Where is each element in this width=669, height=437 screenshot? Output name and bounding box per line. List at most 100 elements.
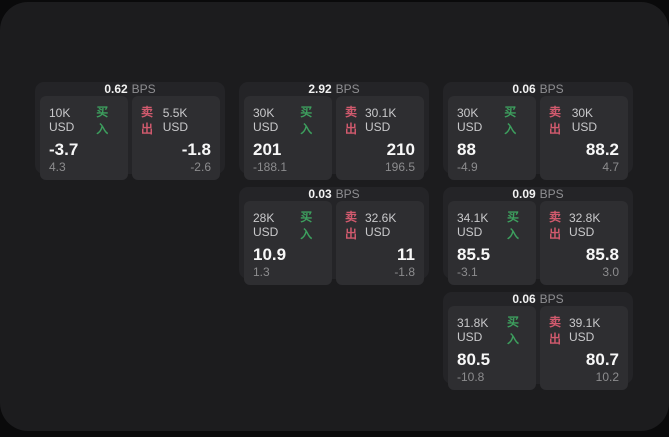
card-header: 0.09 BPS [443,187,633,201]
buy-delta: -10.8 [457,369,485,384]
bps-unit-label: BPS [335,187,360,201]
buy-side-label: 买入 [507,210,520,241]
quote-card: 0.06 BPS 30K USD 买入 88 -4.9 卖出 30K USD 8… [443,82,633,180]
sell-amount: 32.6K USD [365,211,397,239]
buy-delta: 1.3 [253,264,270,279]
sell-top-row: 卖出 30.1K USD [345,103,415,137]
bps-value: 0.62 [104,82,128,96]
sell-delta: 3.0 [602,264,619,279]
sell-top-row: 卖出 5.5K USD [141,103,211,137]
card-header: 0.06 BPS [443,82,633,96]
bps-value: 0.06 [512,292,536,306]
buy-top-row: 30K USD 买入 [457,103,527,137]
buy-amount: 30K USD [253,106,279,134]
cards-grid: 0.62 BPS 10K USD 买入 -3.7 4.3 卖出 5.5K USD… [35,82,633,390]
sell-price: 210 [386,140,415,159]
sell-price: 11 [397,245,415,264]
sell-amount: 30K USD [571,106,598,134]
bps-unit-label: BPS [539,82,564,96]
buy-panel[interactable]: 34.1K USD 买入 85.5 -3.1 [448,201,536,285]
sell-side-label: 卖出 [345,105,358,136]
sell-panel[interactable]: 卖出 30K USD 88.2 4.7 [540,96,628,180]
buy-delta: 4.3 [49,159,66,174]
bps-value: 0.09 [512,187,536,201]
sell-price: 80.7 [585,350,619,369]
buy-top-row: 10K USD 买入 [49,103,119,137]
sell-amount: 5.5K USD [162,106,189,134]
quote-panels: 28K USD 买入 10.9 1.3 卖出 32.6K USD 11 -1.8 [239,201,429,290]
card-header: 2.92 BPS [239,82,429,96]
quote-panels: 30K USD 买入 201 -188.1 卖出 30.1K USD 210 1… [239,96,429,185]
bps-unit-label: BPS [335,82,360,96]
buy-top-row: 34.1K USD 买入 [457,208,527,242]
buy-side-label: 买入 [507,315,520,346]
buy-delta: -4.9 [457,159,478,174]
sell-side-label: 卖出 [141,105,154,136]
sell-price: 85.8 [585,245,619,264]
sell-price: 88.2 [585,140,619,159]
buy-price: 10.9 [253,245,287,264]
buy-delta: -3.1 [457,264,478,279]
buy-price: 85.5 [457,245,491,264]
buy-side-label: 买入 [300,105,313,136]
card-header: 0.62 BPS [35,82,225,96]
buy-top-row: 28K USD 买入 [253,208,323,242]
quote-panels: 34.1K USD 买入 85.5 -3.1 卖出 32.8K USD 85.8… [443,201,633,290]
sell-amount: 32.8K USD [569,211,601,239]
sell-top-row: 卖出 32.6K USD [345,208,415,242]
quote-card: 2.92 BPS 30K USD 买入 201 -188.1 卖出 30.1K … [239,82,429,180]
sell-top-row: 卖出 39.1K USD [549,313,619,347]
buy-panel[interactable]: 31.8K USD 买入 80.5 -10.8 [448,306,536,390]
buy-amount: 10K USD [49,106,75,134]
bps-unit-label: BPS [131,82,156,96]
quote-panels: 10K USD 买入 -3.7 4.3 卖出 5.5K USD -1.8 -2.… [35,96,225,185]
buy-panel[interactable]: 30K USD 买入 201 -188.1 [244,96,332,180]
buy-top-row: 30K USD 买入 [253,103,323,137]
sell-delta: 196.5 [384,159,415,174]
sell-top-row: 卖出 30K USD [549,103,619,137]
buy-side-label: 买入 [96,105,109,136]
buy-amount: 30K USD [457,106,483,134]
buy-side-label: 买入 [504,105,517,136]
bps-value: 0.06 [512,82,536,96]
card-header: 0.03 BPS [239,187,429,201]
buy-delta: -188.1 [253,159,288,174]
sell-panel[interactable]: 卖出 32.8K USD 85.8 3.0 [540,201,628,285]
sell-panel[interactable]: 卖出 39.1K USD 80.7 10.2 [540,306,628,390]
sell-panel[interactable]: 卖出 5.5K USD -1.8 -2.6 [132,96,220,180]
sell-side-label: 卖出 [345,210,358,241]
buy-amount: 31.8K USD [457,316,489,344]
sell-delta: 4.7 [602,159,619,174]
bps-unit-label: BPS [539,292,564,306]
quote-card: 0.03 BPS 28K USD 买入 10.9 1.3 卖出 32.6K US… [239,187,429,285]
sell-side-label: 卖出 [549,210,562,241]
buy-panel[interactable]: 30K USD 买入 88 -4.9 [448,96,536,180]
buy-amount: 34.1K USD [457,211,489,239]
card-header: 0.06 BPS [443,292,633,306]
sell-side-label: 卖出 [549,105,562,136]
buy-panel[interactable]: 28K USD 买入 10.9 1.3 [244,201,332,285]
bps-unit-label: BPS [539,187,564,201]
sell-panel[interactable]: 卖出 32.6K USD 11 -1.8 [336,201,424,285]
quote-panels: 30K USD 买入 88 -4.9 卖出 30K USD 88.2 4.7 [443,96,633,185]
sell-panel[interactable]: 卖出 30.1K USD 210 196.5 [336,96,424,180]
buy-panel[interactable]: 10K USD 买入 -3.7 4.3 [40,96,128,180]
quote-card: 0.06 BPS 31.8K USD 买入 80.5 -10.8 卖出 39.1… [443,292,633,390]
quote-card: 0.62 BPS 10K USD 买入 -3.7 4.3 卖出 5.5K USD… [35,82,225,180]
buy-price: 201 [253,140,282,159]
sell-top-row: 卖出 32.8K USD [549,208,619,242]
buy-side-label: 买入 [300,210,313,241]
sell-side-label: 卖出 [549,315,562,346]
bps-value: 2.92 [308,82,332,96]
buy-price: 88 [457,140,476,159]
bps-value: 0.03 [308,187,332,201]
buy-top-row: 31.8K USD 买入 [457,313,527,347]
sell-amount: 39.1K USD [569,316,601,344]
sell-delta: -2.6 [190,159,211,174]
buy-price: -3.7 [49,140,79,159]
quote-card: 0.09 BPS 34.1K USD 买入 85.5 -3.1 卖出 32.8K… [443,187,633,285]
quote-panels: 31.8K USD 买入 80.5 -10.8 卖出 39.1K USD 80.… [443,306,633,395]
sell-amount: 30.1K USD [365,106,397,134]
sell-delta: -1.8 [394,264,415,279]
